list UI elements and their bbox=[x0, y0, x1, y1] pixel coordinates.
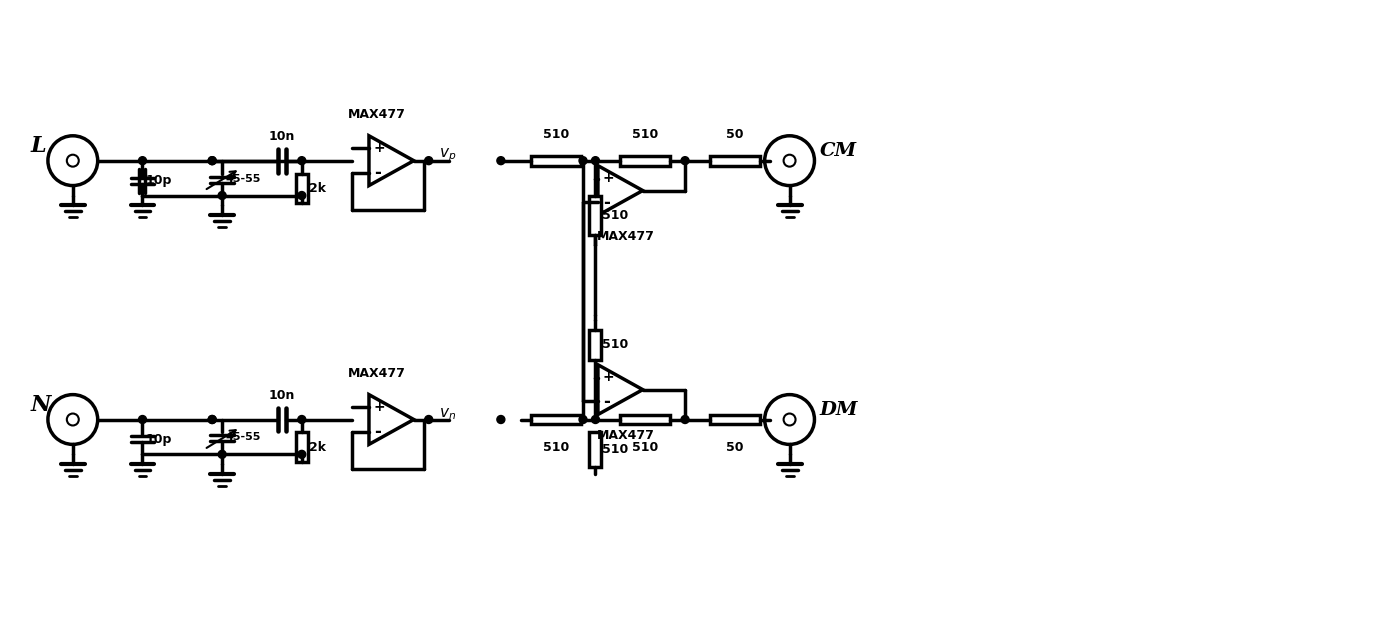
Text: 510: 510 bbox=[602, 339, 628, 352]
Circle shape bbox=[297, 157, 306, 165]
Bar bbox=[531, 415, 581, 425]
Circle shape bbox=[297, 415, 306, 423]
Text: 10n: 10n bbox=[268, 130, 295, 143]
Text: 50: 50 bbox=[726, 128, 744, 141]
Text: 50: 50 bbox=[726, 441, 744, 454]
Circle shape bbox=[681, 415, 689, 423]
Text: -: - bbox=[603, 393, 610, 411]
Polygon shape bbox=[598, 166, 642, 215]
Circle shape bbox=[208, 415, 217, 423]
Text: +: + bbox=[374, 400, 385, 414]
Text: 10p: 10p bbox=[146, 433, 172, 446]
Text: $v_n$: $v_n$ bbox=[439, 407, 456, 422]
Text: $v_p$: $v_p$ bbox=[439, 147, 456, 164]
Text: +: + bbox=[374, 141, 385, 155]
Circle shape bbox=[425, 415, 432, 423]
Text: MAX477: MAX477 bbox=[596, 231, 655, 244]
Text: 2k: 2k bbox=[309, 182, 325, 195]
Bar bbox=[296, 432, 307, 463]
Bar bbox=[589, 432, 602, 467]
Circle shape bbox=[208, 415, 217, 423]
Circle shape bbox=[681, 157, 689, 165]
Bar bbox=[589, 330, 602, 360]
Text: 510: 510 bbox=[542, 128, 569, 141]
Circle shape bbox=[592, 157, 599, 165]
Text: +: + bbox=[603, 370, 614, 384]
Bar bbox=[531, 156, 581, 166]
Text: -: - bbox=[603, 194, 610, 212]
Text: 10n: 10n bbox=[268, 389, 295, 402]
Text: MAX477: MAX477 bbox=[348, 108, 406, 121]
Circle shape bbox=[139, 415, 146, 423]
Text: 45-55: 45-55 bbox=[225, 174, 260, 184]
Text: 510: 510 bbox=[602, 443, 628, 456]
Text: CM: CM bbox=[820, 142, 856, 160]
Text: L: L bbox=[31, 135, 46, 157]
Text: MAX477: MAX477 bbox=[348, 366, 406, 379]
Text: -: - bbox=[374, 423, 381, 441]
Circle shape bbox=[208, 157, 217, 165]
Polygon shape bbox=[368, 136, 414, 185]
Circle shape bbox=[208, 157, 217, 165]
Polygon shape bbox=[368, 394, 414, 445]
Bar bbox=[589, 195, 602, 236]
Circle shape bbox=[218, 192, 227, 200]
Polygon shape bbox=[598, 365, 642, 415]
Text: 510: 510 bbox=[602, 209, 628, 222]
Circle shape bbox=[496, 157, 505, 165]
Text: 510: 510 bbox=[632, 128, 659, 141]
Circle shape bbox=[496, 415, 505, 423]
Circle shape bbox=[592, 415, 599, 423]
Text: N: N bbox=[31, 394, 51, 415]
Circle shape bbox=[425, 157, 432, 165]
Bar bbox=[710, 415, 760, 425]
Bar bbox=[296, 174, 307, 203]
Text: +: + bbox=[603, 171, 614, 185]
Text: 10p: 10p bbox=[146, 174, 172, 187]
Text: MAX477: MAX477 bbox=[596, 430, 655, 443]
Text: -: - bbox=[374, 164, 381, 182]
Circle shape bbox=[580, 415, 587, 423]
Text: 510: 510 bbox=[542, 441, 569, 454]
Bar bbox=[620, 415, 670, 425]
Text: 45-55: 45-55 bbox=[225, 432, 260, 443]
Circle shape bbox=[297, 450, 306, 458]
Text: 510: 510 bbox=[632, 441, 659, 454]
Circle shape bbox=[218, 450, 227, 458]
Circle shape bbox=[580, 157, 587, 165]
Text: 2k: 2k bbox=[309, 441, 325, 454]
Bar bbox=[710, 156, 760, 166]
Circle shape bbox=[139, 157, 146, 165]
Text: DM: DM bbox=[820, 401, 858, 419]
Circle shape bbox=[297, 192, 306, 200]
Bar bbox=[620, 156, 670, 166]
